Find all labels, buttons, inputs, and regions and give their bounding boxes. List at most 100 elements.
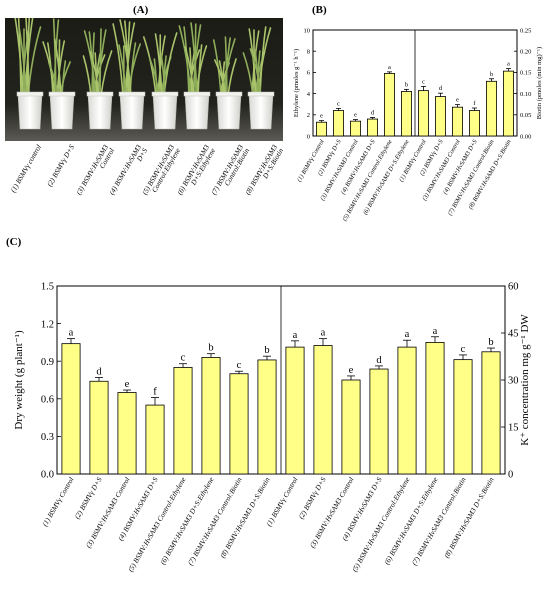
bar: [485, 80, 497, 137]
plant-pot: [142, 32, 179, 130]
plant-pot: [112, 19, 146, 130]
significance-letter: b: [488, 337, 493, 348]
treatment-label: (1) BSMVγ control: [9, 143, 44, 194]
panel-label-b: (B): [312, 4, 327, 16]
significance-letter: d: [439, 85, 443, 92]
significance-letter: c: [337, 100, 340, 107]
y-left-tick-label: 6: [307, 70, 311, 77]
category-label: (8) BSMV:HvSAM3 D+S:Biotin: [219, 476, 272, 560]
significance-letter: c: [237, 360, 242, 371]
category-label: (5) BSMV:HvSAM3 Control:Ethylene: [351, 475, 412, 573]
y-left-tick-label: 0: [307, 133, 310, 140]
bar: [89, 380, 109, 475]
bar: [468, 110, 480, 137]
bar: [145, 404, 165, 475]
significance-letter: a: [507, 61, 510, 68]
significance-letter: d: [96, 366, 102, 377]
significance-letter: a: [321, 328, 326, 339]
significance-letter: a: [433, 326, 438, 337]
y-right-tick-label: 0.25: [520, 27, 531, 34]
y-right-tick-label: 0: [508, 470, 513, 481]
y-left-tick-label: 1.2: [41, 319, 54, 330]
bar: [417, 90, 429, 137]
y-axis-label-right: Biotin (pmoles (min mg)⁻¹): [536, 47, 543, 119]
significance-letter: c: [422, 78, 425, 85]
bar: [453, 359, 473, 475]
significance-letter: f: [153, 387, 157, 398]
bar: [367, 118, 379, 137]
significance-letter: a: [388, 64, 391, 71]
significance-letter: e: [320, 113, 323, 120]
bar: [350, 120, 362, 137]
panel-label-a: (A): [133, 4, 149, 16]
plant-pot: [212, 36, 243, 130]
significance-letter: a: [293, 330, 298, 341]
significance-letter: a: [405, 329, 410, 340]
bar: [61, 343, 81, 475]
plant-pot: [42, 18, 76, 130]
y-right-tick-label: 0.10: [520, 91, 531, 98]
bar: [341, 379, 361, 475]
bar: [481, 351, 501, 475]
bar: [397, 346, 417, 475]
significance-letter: d: [371, 109, 375, 116]
y-right-tick-label: 15: [508, 423, 519, 434]
significance-letter: b: [405, 81, 408, 88]
y-right-tick-label: 0.05: [520, 112, 531, 119]
significance-letter: c: [461, 344, 466, 355]
y-right-tick-label: 45: [508, 329, 519, 340]
y-right-tick-label: 0.00: [520, 133, 531, 140]
bar: [117, 392, 137, 475]
significance-letter: b: [208, 343, 213, 354]
significance-letter: e: [125, 379, 130, 390]
bar: [451, 106, 463, 137]
category-label: (5) BSMV:HvSAM3 Control:Ethylene: [127, 475, 188, 573]
bar: [229, 373, 249, 475]
significance-letter: e: [349, 365, 354, 376]
bar: [285, 346, 305, 475]
bar: [173, 367, 193, 475]
plant-pot: [242, 26, 275, 130]
treatment-labels: (1) BSMVγ control (2) BSMVγ D+S (3) BSMV:H…: [5, 143, 285, 214]
y-left-tick-label: 2: [307, 112, 310, 119]
significance-letter: c: [181, 353, 186, 364]
y-left-tick-label: 0.0: [41, 470, 54, 481]
y-right-tick-label: 0.20: [520, 48, 531, 55]
y-right-tick-label: 60: [508, 282, 519, 293]
bar: [201, 357, 221, 475]
significance-letter: e: [354, 112, 357, 119]
y-left-tick-label: 1.5: [41, 282, 54, 293]
bar: [434, 96, 446, 137]
significance-letter: e: [456, 97, 459, 104]
treatment-label: (2) BSMVγ D+S: [45, 143, 77, 189]
bar: [315, 121, 327, 137]
bar: [333, 110, 345, 137]
chart-c-dryweight-potassium: 0.0 0.3 0.6 0.9 1.2 1.5 0 15 30 45 60 Dry weight (g…: [13, 282, 531, 574]
chart-b-ethylene-biotin: 0 2 4 6 8 10 0.00 0.05 0.10 0.15 0.20 0.25 Ethylene …: [293, 27, 543, 222]
bar: [502, 70, 514, 137]
bar: [384, 73, 396, 137]
category-label: (6) BSMV:HvSAM3 D+S:Ethylene: [159, 475, 216, 566]
bar: [369, 368, 389, 475]
y-left-tick-label: 8: [307, 48, 310, 55]
treatment-label-line: (2) BSMVγ D+S: [45, 143, 77, 189]
category-label: (1) BSMVγ Control: [41, 476, 76, 528]
significance-letter: b: [264, 345, 269, 356]
category-label: (7) BSMV:HvSAM3 Control:Biotin: [411, 476, 468, 567]
panel-label-c: (C): [6, 236, 22, 248]
significance-letter: d: [376, 355, 382, 366]
plant-pot: [82, 28, 114, 130]
category-label: (8) BSMV:HvSAM3 D+S:Biotin: [443, 476, 496, 560]
significance-letter: a: [69, 328, 74, 339]
bar: [401, 91, 413, 137]
plant-pot: [14, 18, 44, 130]
significance-letter: b: [490, 71, 493, 78]
bar: [425, 342, 445, 475]
category-label: (7) BSMV:HvSAM3 Control:Biotin: [187, 476, 244, 567]
y-left-tick-label: 4: [307, 91, 311, 98]
plant-pot: [178, 22, 211, 130]
treatment-label-line: (1) BSMVγ control: [9, 143, 44, 194]
bar: [313, 345, 333, 475]
category-label: (2) BSMVγ D+S: [73, 476, 104, 521]
y-left-tick-label: 0.9: [41, 357, 54, 368]
